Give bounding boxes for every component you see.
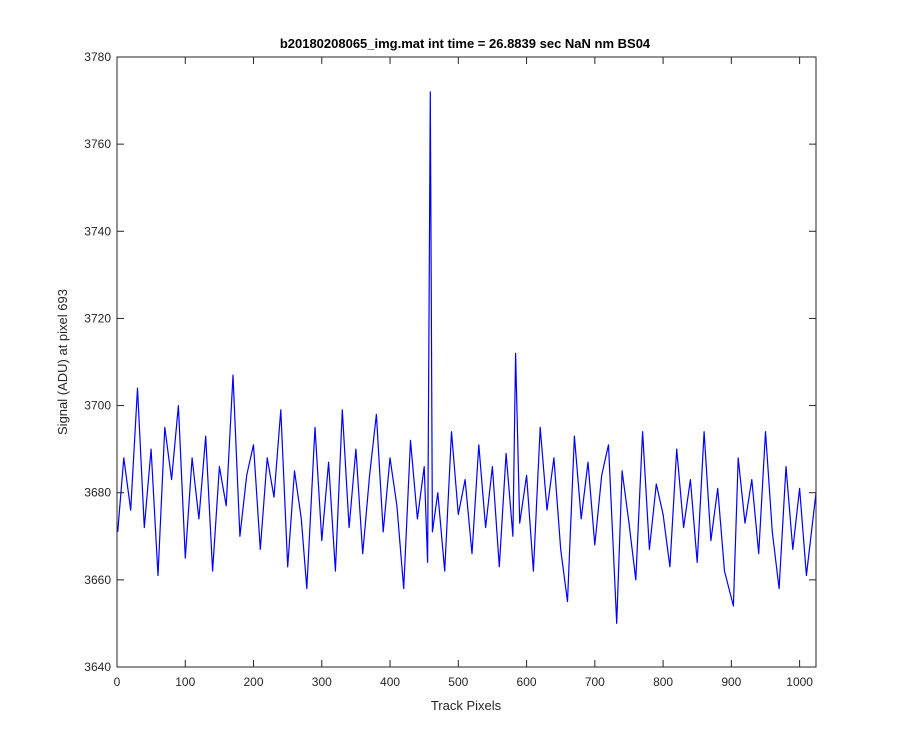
x-axis: 0 100 200 300 400 500 600 700 800 900 1000 (114, 57, 813, 689)
chart-title: b20180208065_img.mat int time = 26.8839 … (280, 36, 651, 51)
y-tick-label: 3680 (84, 486, 111, 500)
x-tick-label: 600 (517, 675, 537, 689)
x-tick-label: 200 (244, 675, 264, 689)
x-tick-label: 900 (721, 675, 741, 689)
y-tick-label: 3660 (84, 573, 111, 587)
y-tick-label: 3640 (84, 660, 111, 674)
x-tick-label: 700 (585, 675, 605, 689)
x-tick-label: 0 (114, 675, 121, 689)
y-axis-label: Signal (ADU) at pixel 693 (55, 289, 70, 435)
y-tick-label: 3780 (84, 50, 111, 64)
x-tick-label: 500 (448, 675, 468, 689)
y-tick-label: 3740 (84, 224, 111, 238)
y-tick-label: 3760 (84, 137, 111, 151)
x-tick-label: 400 (380, 675, 400, 689)
x-axis-label: Track Pixels (431, 698, 502, 713)
x-tick-label: 100 (175, 675, 195, 689)
plot-background (117, 57, 816, 667)
axes-box (116, 56, 817, 668)
plot-area (116, 56, 817, 668)
x-tick-label: 300 (312, 675, 332, 689)
x-tick-label: 800 (653, 675, 673, 689)
x-tick-label: 1000 (786, 675, 813, 689)
y-tick-label: 3700 (84, 399, 111, 413)
y-tick-label: 3720 (84, 311, 111, 325)
y-axis: 3640 3660 3680 3700 3720 3740 3760 3780 (84, 50, 816, 674)
series-line-0 (117, 91, 817, 625)
